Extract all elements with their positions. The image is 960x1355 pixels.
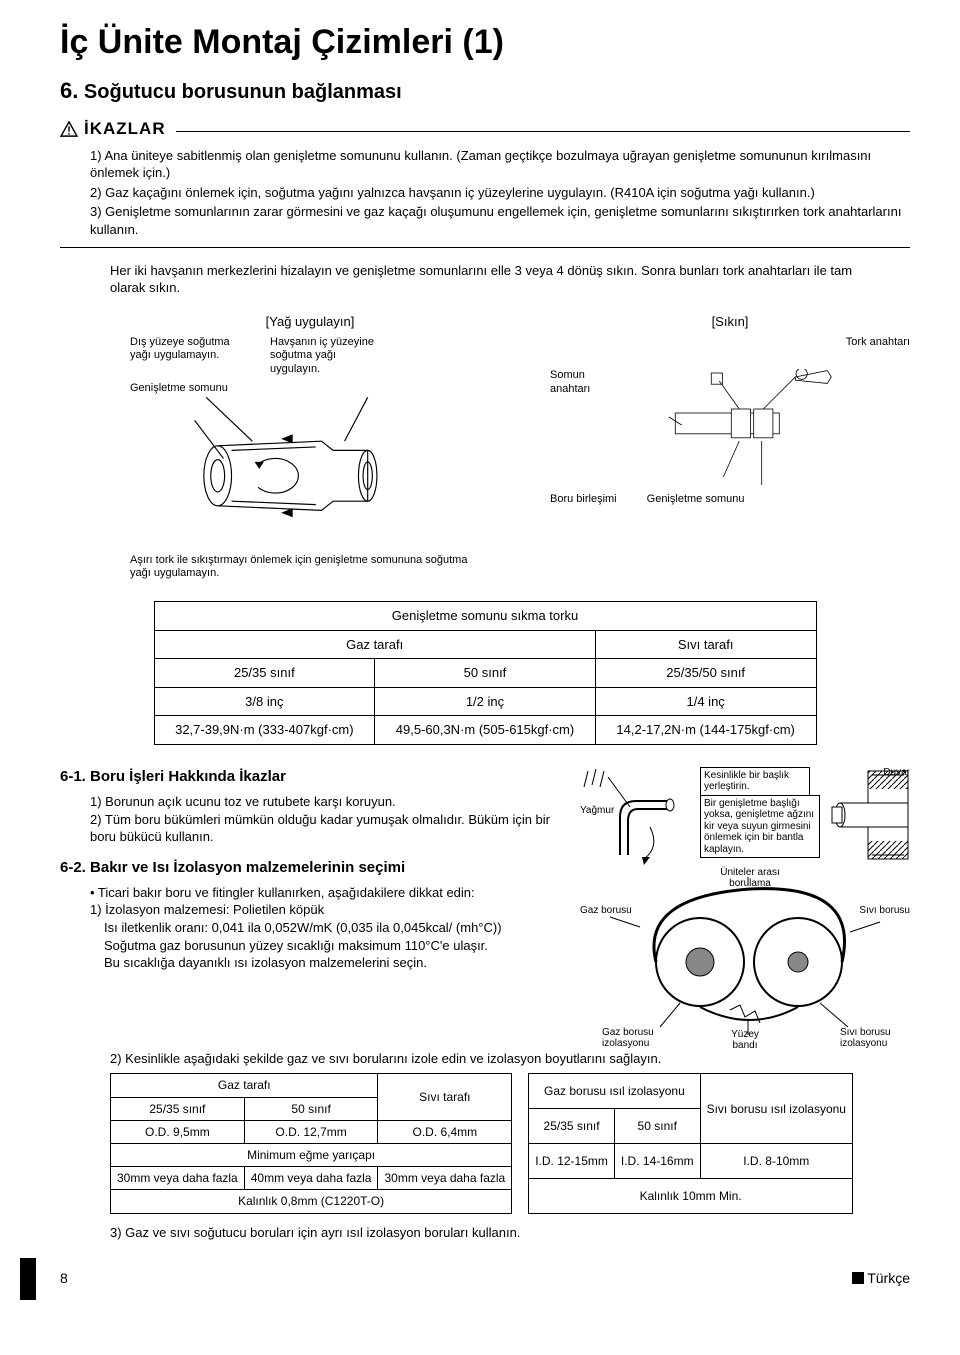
torque-cell: 50 sınıf	[375, 659, 596, 688]
iso1-cell: O.D. 9,5mm	[111, 1120, 245, 1143]
tape-note-label: Bir genişletme başlığı yoksa, genişletme…	[700, 795, 820, 859]
iso2-cell: 25/35 sınıf	[529, 1109, 615, 1144]
iso1-cell: O.D. 6,4mm	[378, 1120, 512, 1143]
nut-wrench-label: Somun anahtarı	[550, 369, 601, 489]
ikazlar-item: 2) Gaz kaçağını önlemek için, soğutma ya…	[90, 184, 910, 202]
s62-p1d: Bu sıcaklığa dayanıklı ısı izolasyon mal…	[104, 954, 560, 972]
iso1-cell: 30mm veya daha fazla	[111, 1167, 245, 1190]
s61-p2: 2) Tüm boru bükümleri mümkün olduğu kada…	[90, 811, 560, 846]
side-tab	[20, 1258, 36, 1300]
s62-p1c: Soğutma gaz borusunun yüzey sıcaklığı ma…	[104, 937, 560, 955]
tape-label: Yüzey bandı	[720, 1029, 770, 1052]
liquid-pipe-label: Sıvı borusu	[859, 905, 910, 917]
footer: 8 Türkçe	[60, 1269, 910, 1288]
tighten-diagram-col: [Sıkın] Tork anahtarı Somun anahtarı Bor…	[550, 313, 910, 581]
cap-note-label: Kesinlikle bir başlık yerleştirin.	[700, 767, 810, 796]
iso-tables: Gaz tarafı Sıvı tarafı 25/35 sınıf 50 sı…	[110, 1073, 910, 1213]
s62-p2: 2) Kesinlikle aşağıdaki şekilde gaz ve s…	[110, 1050, 910, 1068]
torque-cell: 14,2-17,2N·m (144-175kgf·cm)	[595, 716, 816, 745]
iso2-cell: I.D. 14-16mm	[614, 1143, 700, 1178]
liquid-iso-label: Sıvı borusu izolasyonu	[840, 1027, 910, 1050]
section-6-heading: 6. Soğutucu borusunun bağlanması	[60, 76, 910, 106]
iso-table-1: Gaz tarafı Sıvı tarafı 25/35 sınıf 50 sı…	[110, 1073, 512, 1213]
s62-heading: 6-2. Bakır ve Isı İzolasyon malzemelerin…	[60, 858, 560, 878]
rain-label: Yağmur	[580, 805, 614, 817]
outer-no-oil-label: Dış yüzeye soğutma yağı uygulamayın.	[130, 336, 240, 376]
warning-icon	[60, 121, 78, 137]
section-heading-text: Soğutucu borusunun bağlanması	[84, 81, 402, 103]
ikazlar-header: İKAZLAR	[60, 118, 910, 141]
torque-cell: 32,7-39,9N·m (333-407kgf·cm)	[154, 716, 375, 745]
iso2-cell: I.D. 8-10mm	[700, 1143, 852, 1178]
ikazlar-divider	[176, 131, 910, 132]
iso1-liquid-header: Sıvı tarafı	[378, 1074, 512, 1120]
gas-iso-label: Gaz borusu izolasyonu	[602, 1027, 672, 1050]
iso-table-2: Gaz borusu ısıl izolasyonu Sıvı borusu ı…	[528, 1073, 853, 1213]
tighten-figure	[601, 369, 910, 489]
iso1-gas-header: Gaz tarafı	[111, 1074, 378, 1097]
ikazlar-item: 3) Genişletme somunlarının zarar görmesi…	[90, 203, 910, 238]
s62-bullet: • Ticari bakır boru ve fitingler kullanı…	[90, 884, 560, 902]
iso1-cell: 25/35 sınıf	[111, 1097, 245, 1120]
ikazlar-label: İKAZLAR	[84, 118, 166, 141]
s62-p1a: 1) İzolasyon malzemesi: Polietilen köpük	[90, 901, 560, 919]
torque-wrench-label: Tork anahtarı	[846, 336, 910, 349]
section-number: 6.	[60, 78, 78, 103]
section-6-1: 6-1. Boru İşleri Hakkında İkazlar 1) Bor…	[60, 767, 910, 1042]
torque-caption: Genişletme somunu sıkma torku	[154, 602, 816, 631]
s62-p1b: Isı iletkenlik oranı: 0,041 ila 0,052W/m…	[104, 919, 560, 937]
oil-apply-figure	[130, 395, 490, 545]
torque-gas-header: Gaz tarafı	[154, 630, 595, 659]
iso2-cell: I.D. 12-15mm	[529, 1143, 615, 1178]
iso2-cell: 50 sınıf	[614, 1109, 700, 1144]
inter-unit-label: Üniteler arası borulama	[710, 867, 790, 890]
flare-nut-label: Genişletme somunu	[130, 382, 490, 395]
torque-cell: 3/8 inç	[154, 687, 375, 716]
tighten-diagram-title: [Sıkın]	[550, 313, 910, 331]
wall-label: Duvar	[883, 767, 910, 779]
torque-cell: 25/35 sınıf	[154, 659, 375, 688]
s61-heading: 6-1. Boru İşleri Hakkında İkazlar	[60, 767, 560, 787]
iso1-cell: 40mm veya daha fazla	[244, 1167, 378, 1190]
instruction-text: Her iki havşanın merkezlerini hizalayın …	[110, 262, 870, 297]
torque-table: Genişletme somunu sıkma torku Gaz tarafı…	[154, 601, 817, 745]
page-title: İç Ünite Montaj Çizimleri (1)	[60, 20, 910, 66]
torque-liquid-header: Sıvı tarafı	[595, 630, 816, 659]
s61-p1: 1) Borunun açık ucunu toz ve rutubete ka…	[90, 793, 560, 811]
torque-cell: 1/2 inç	[375, 687, 596, 716]
diagram-row: [Yağ uygulayın] Dış yüzeye soğutma yağı …	[130, 313, 910, 581]
iso1-bend-header: Minimum eğme yarıçapı	[111, 1143, 512, 1166]
square-icon	[852, 1272, 864, 1284]
language-text: Türkçe	[867, 1269, 910, 1288]
under-nut-note: Aşırı tork ile sıkıştırmayı önlemek için…	[130, 554, 490, 582]
flare-nut-label-2: Genişletme somunu	[647, 493, 745, 506]
torque-cell: 25/35/50 sınıf	[595, 659, 816, 688]
page-number: 8	[60, 1269, 68, 1288]
note-3: 3) Gaz ve sıvı soğutucu boruları için ay…	[110, 1224, 910, 1242]
torque-cell: 1/4 inç	[595, 687, 816, 716]
oil-diagram-col: [Yağ uygulayın] Dış yüzeye soğutma yağı …	[130, 313, 490, 581]
right-figures: Yağmur Duvar Kesinlikle bir başlık yerle…	[580, 767, 910, 1042]
language-label: Türkçe	[852, 1269, 910, 1288]
gas-pipe-label: Gaz borusu	[580, 905, 632, 917]
insulation-figure	[580, 877, 910, 1037]
iso1-cell: O.D. 12,7mm	[244, 1120, 378, 1143]
iso2-gas-header: Gaz borusu ısıl izolasyonu	[529, 1074, 700, 1109]
iso1-thick: Kalınlık 0,8mm (C1220T-O)	[111, 1190, 512, 1213]
inner-oil-label: Havşanın iç yüzeyine soğutma yağı uygula…	[270, 336, 380, 376]
iso2-thick: Kalınlık 10mm Min.	[529, 1178, 853, 1213]
iso1-cell: 30mm veya daha fazla	[378, 1167, 512, 1190]
pipe-joint-label: Boru birleşimi	[550, 493, 617, 506]
ikazlar-body: 1) Ana üniteye sabitlenmiş olan genişlet…	[90, 147, 910, 239]
torque-cell: 49,5-60,3N·m (505-615kgf·cm)	[375, 716, 596, 745]
oil-diagram-title: [Yağ uygulayın]	[130, 313, 490, 331]
iso2-liquid-header: Sıvı borusu ısıl izolasyonu	[700, 1074, 852, 1144]
ikazlar-item: 1) Ana üniteye sabitlenmiş olan genişlet…	[90, 147, 910, 182]
iso1-cell: 50 sınıf	[244, 1097, 378, 1120]
divider	[60, 247, 910, 248]
